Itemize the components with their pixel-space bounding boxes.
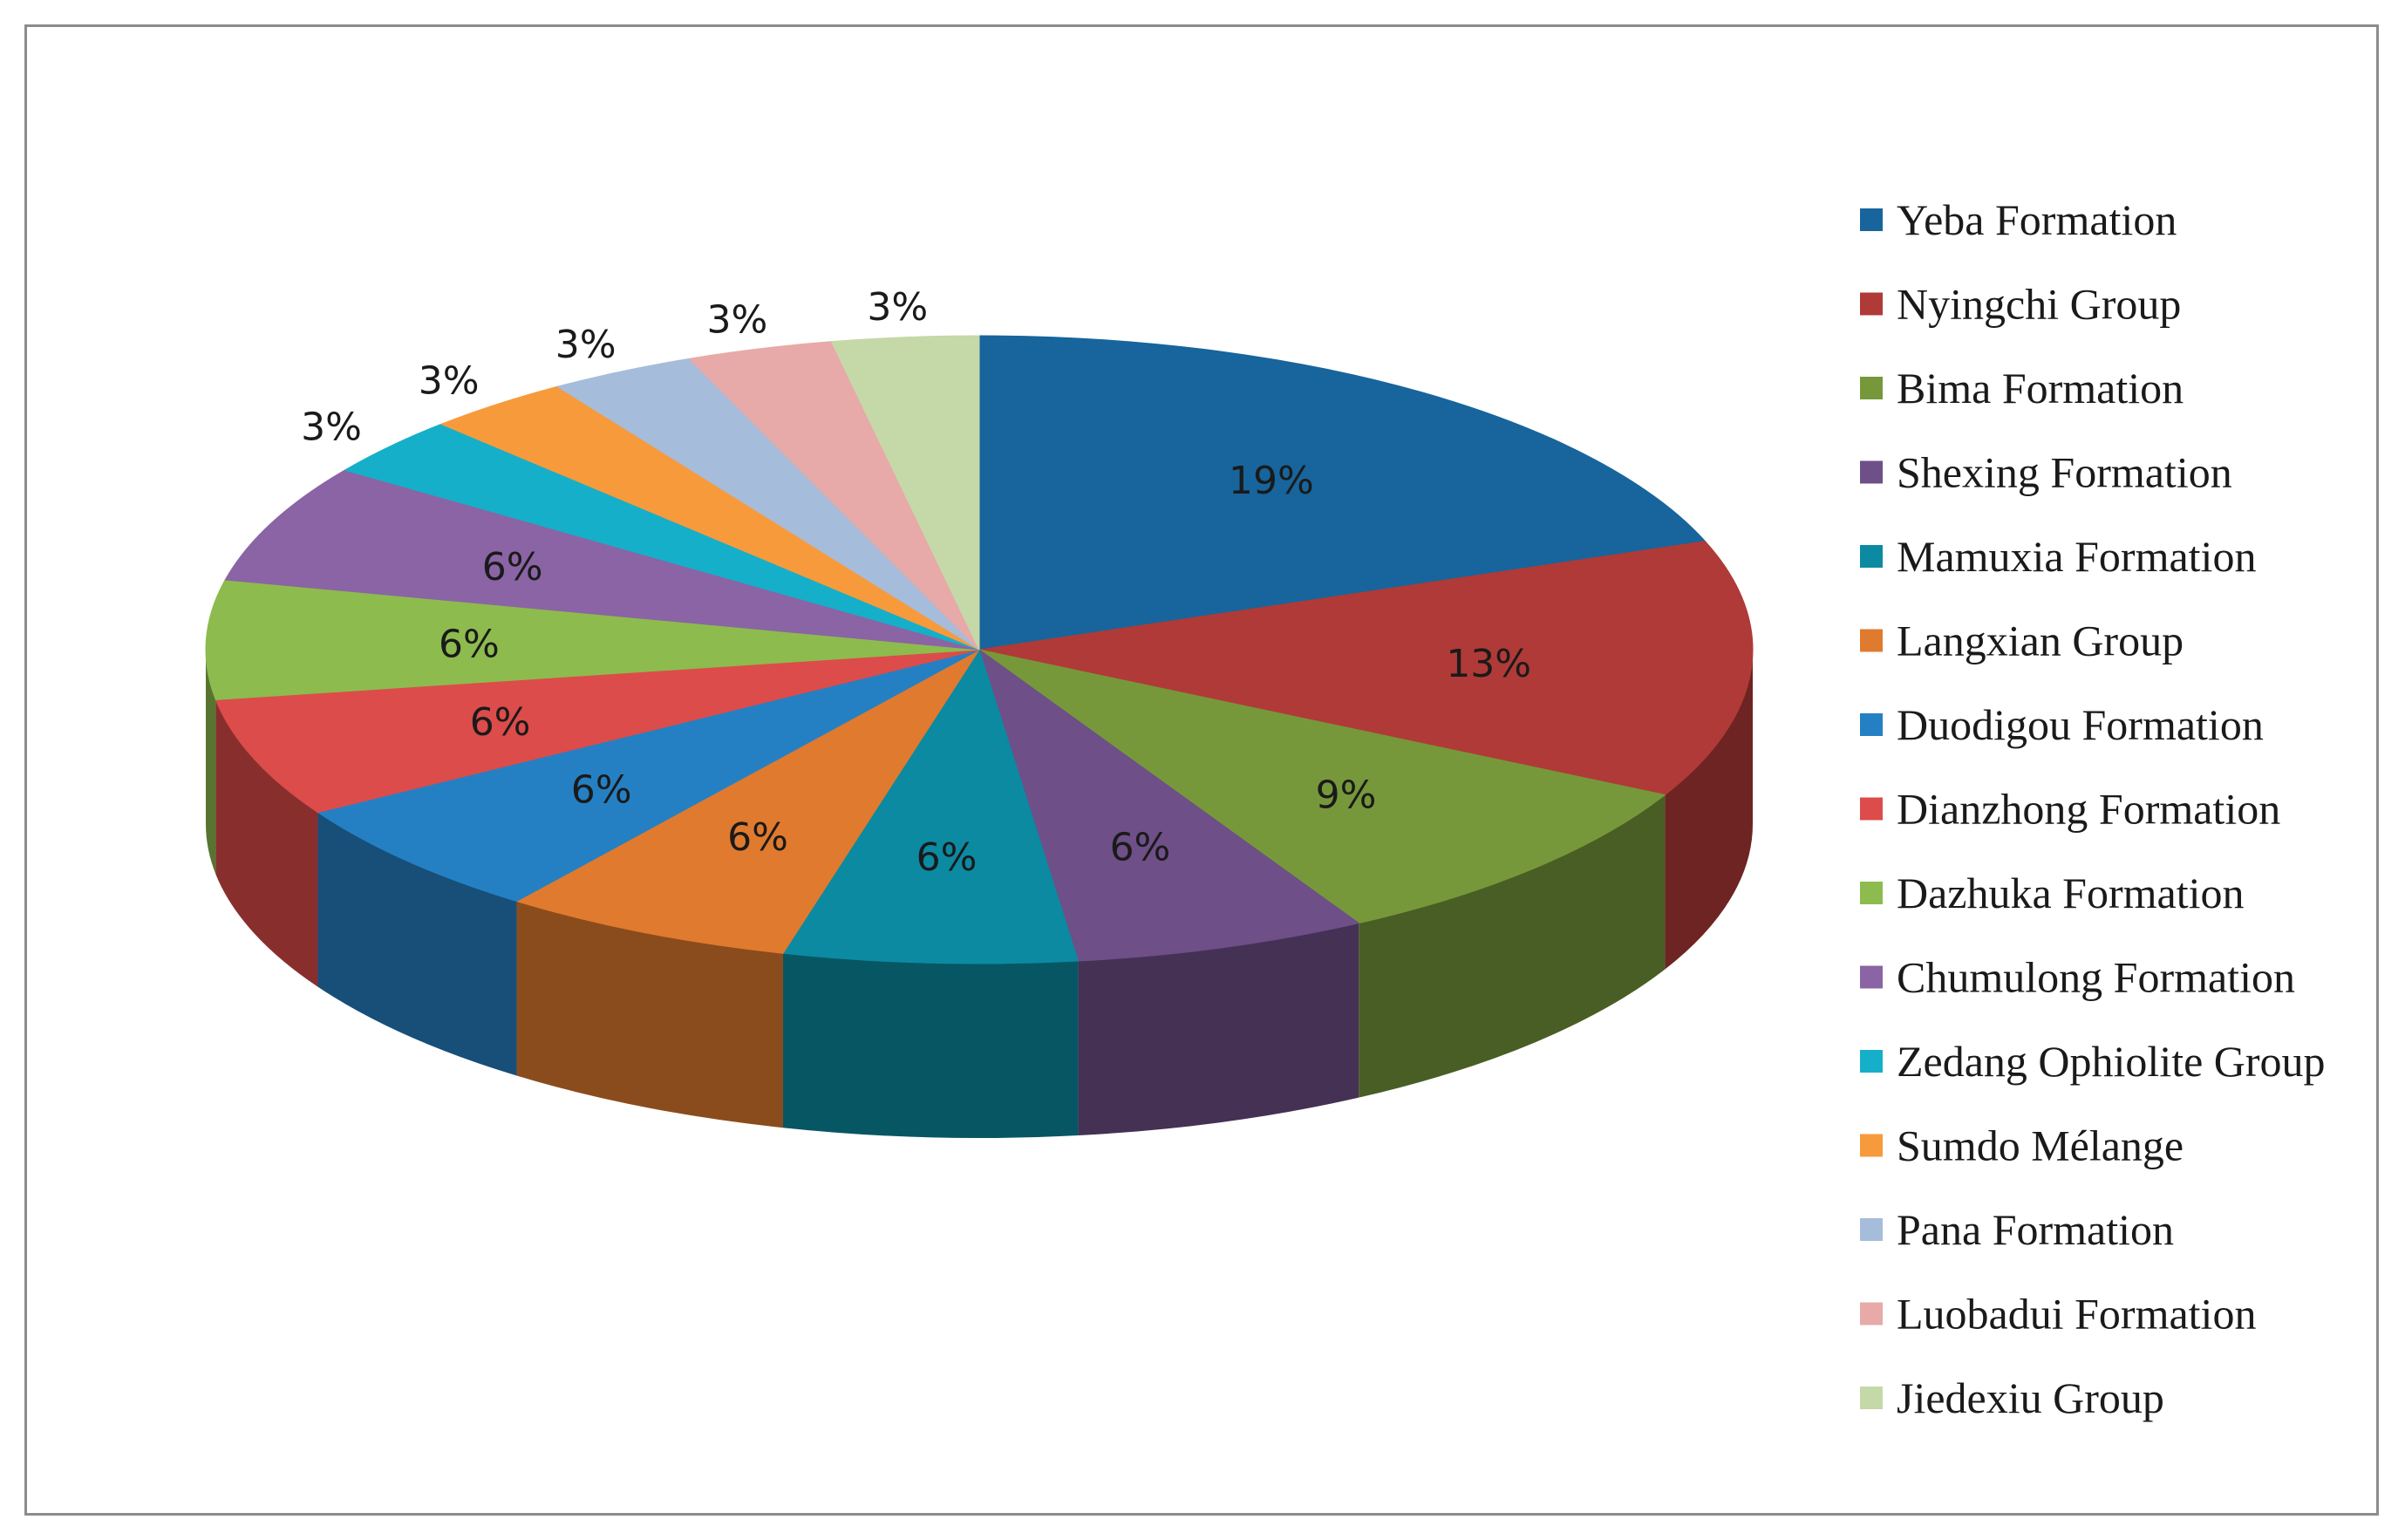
pie-slice-langxian-group [515, 649, 980, 954]
pie-slice-dianzhong-formation [215, 649, 980, 814]
legend-swatch [1860, 545, 1883, 568]
pie-slice-yeba-formation [978, 335, 1707, 651]
legend-item-dazhuka-formation: Dazhuka Formation [1860, 869, 2245, 917]
legend-label: Chumulong Formation [1897, 953, 2295, 1002]
data-label-mamuxia-formation: 6% [916, 835, 978, 880]
legend-label: Duodigou Formation [1897, 700, 2264, 749]
data-label-luobadui-formation: 3% [706, 297, 767, 342]
legend-item-sumdo-melange: Sumdo Mélange [1860, 1121, 2184, 1170]
data-label-chumulong-formation: 6% [482, 545, 543, 589]
pie-side-bima-formation [1359, 794, 1666, 1098]
data-label-dianzhong-formation: 6% [470, 700, 531, 745]
legend-swatch [1860, 797, 1883, 821]
legend-label: Pana Formation [1897, 1205, 2174, 1254]
legend-label: Jiedexiu Group [1897, 1373, 2164, 1422]
pie-side-dianzhong-formation [215, 699, 318, 987]
data-label-nyingchi-group: 13% [1446, 642, 1531, 686]
pie-side-mamuxia-formation [783, 953, 1079, 1138]
legend-label: Nyingchi Group [1897, 280, 2181, 329]
legend-swatch [1860, 1302, 1883, 1325]
legend-item-jiedexiu-group: Jiedexiu Group [1860, 1373, 2164, 1422]
data-label-sumdo-melange: 3% [419, 358, 480, 403]
pie-side-duodigou-formation [317, 812, 517, 1076]
pie-sides [206, 650, 1753, 1138]
pie-slice-jiedexiu-group [830, 335, 980, 651]
legend-label: Dianzhong Formation [1897, 785, 2280, 834]
pie-slice-chumulong-formation [224, 469, 980, 651]
legend-item-chumulong-formation: Chumulong Formation [1860, 953, 2295, 1002]
data-label-bima-formation: 9% [1316, 773, 1377, 817]
data-label-pana-formation: 3% [555, 323, 617, 367]
legend-label: Sumdo Mélange [1897, 1121, 2184, 1170]
legend-item-bima-formation: Bima Formation [1860, 364, 2184, 412]
data-label-zedang-ophiolite-group: 3% [301, 405, 362, 449]
legend-item-nyingchi-group: Nyingchi Group [1860, 280, 2181, 329]
pie-side-shexing-formation [1078, 923, 1359, 1136]
pie-slice-nyingchi-group [978, 541, 1754, 796]
data-label-jiedexiu-group: 3% [867, 285, 928, 330]
pie-side-nyingchi-group [1665, 650, 1753, 970]
legend-item-zedang-ophiolite-group: Zedang Ophiolite Group [1860, 1037, 2326, 1086]
legend-item-mamuxia-formation: Mamuxia Formation [1860, 532, 2256, 581]
legend-swatch [1860, 713, 1883, 736]
legend-label: Dazhuka Formation [1897, 869, 2245, 917]
pie-slice-duodigou-formation [317, 649, 980, 903]
pie-slices [205, 335, 1754, 964]
legend-label: Luobadui Formation [1897, 1290, 2256, 1339]
legend-swatch [1860, 208, 1883, 231]
legend-swatch [1860, 965, 1883, 989]
data-label-shexing-formation: 6% [1110, 825, 1171, 869]
legend-swatch [1860, 1134, 1883, 1157]
pie-slice-mamuxia-formation [782, 648, 1080, 964]
pie-slice-dazhuka-formation [205, 579, 980, 700]
data-label-langxian-group: 6% [727, 815, 788, 860]
data-label-yeba-formation: 19% [1229, 459, 1314, 503]
data-label-duodigou-formation: 6% [571, 768, 632, 813]
legend-label: Zedang Ophiolite Group [1897, 1037, 2326, 1086]
legend-swatch [1860, 882, 1883, 904]
legend-item-dianzhong-formation: Dianzhong Formation [1860, 785, 2280, 834]
legend-swatch [1860, 1218, 1883, 1241]
data-label-dazhuka-formation: 6% [439, 622, 500, 666]
legend-swatch [1860, 1387, 1883, 1409]
pie-slice-shexing-formation [978, 648, 1360, 962]
legend-swatch [1860, 1050, 1883, 1073]
legend-label: Bima Formation [1897, 364, 2184, 412]
legend-label: Langxian Group [1897, 617, 2184, 665]
legend-label: Shexing Formation [1897, 448, 2232, 497]
pie-side-langxian-group [516, 901, 784, 1128]
pie-slice-bima-formation [978, 649, 1666, 924]
legend-swatch [1860, 292, 1883, 316]
legend-item-pana-formation: Pana Formation [1860, 1205, 2174, 1254]
pie-data-labels: 19% 13% 9% 6% 6% 6% 6% 6% 6% 6% 3% 3% 3% 3% 3% [301, 285, 1531, 880]
legend-item-langxian-group: Langxian Group [1860, 617, 2184, 665]
legend-swatch [1860, 460, 1883, 484]
legend-item-luobadui-formation: Luobadui Formation [1860, 1290, 2256, 1339]
legend-item-duodigou-formation: Duodigou Formation [1860, 700, 2264, 749]
legend: Yeba Formation Nyingchi Group Bima Formati… [1860, 195, 2326, 1422]
legend-item-yeba-formation: Yeba Formation [1860, 195, 2177, 244]
legend-label: Mamuxia Formation [1897, 532, 2256, 581]
legend-swatch [1860, 629, 1883, 652]
pie-side-dazhuka-formation [206, 650, 216, 875]
legend-label: Yeba Formation [1897, 195, 2177, 244]
legend-item-shexing-formation: Shexing Formation [1860, 448, 2232, 497]
legend-swatch [1860, 377, 1883, 399]
